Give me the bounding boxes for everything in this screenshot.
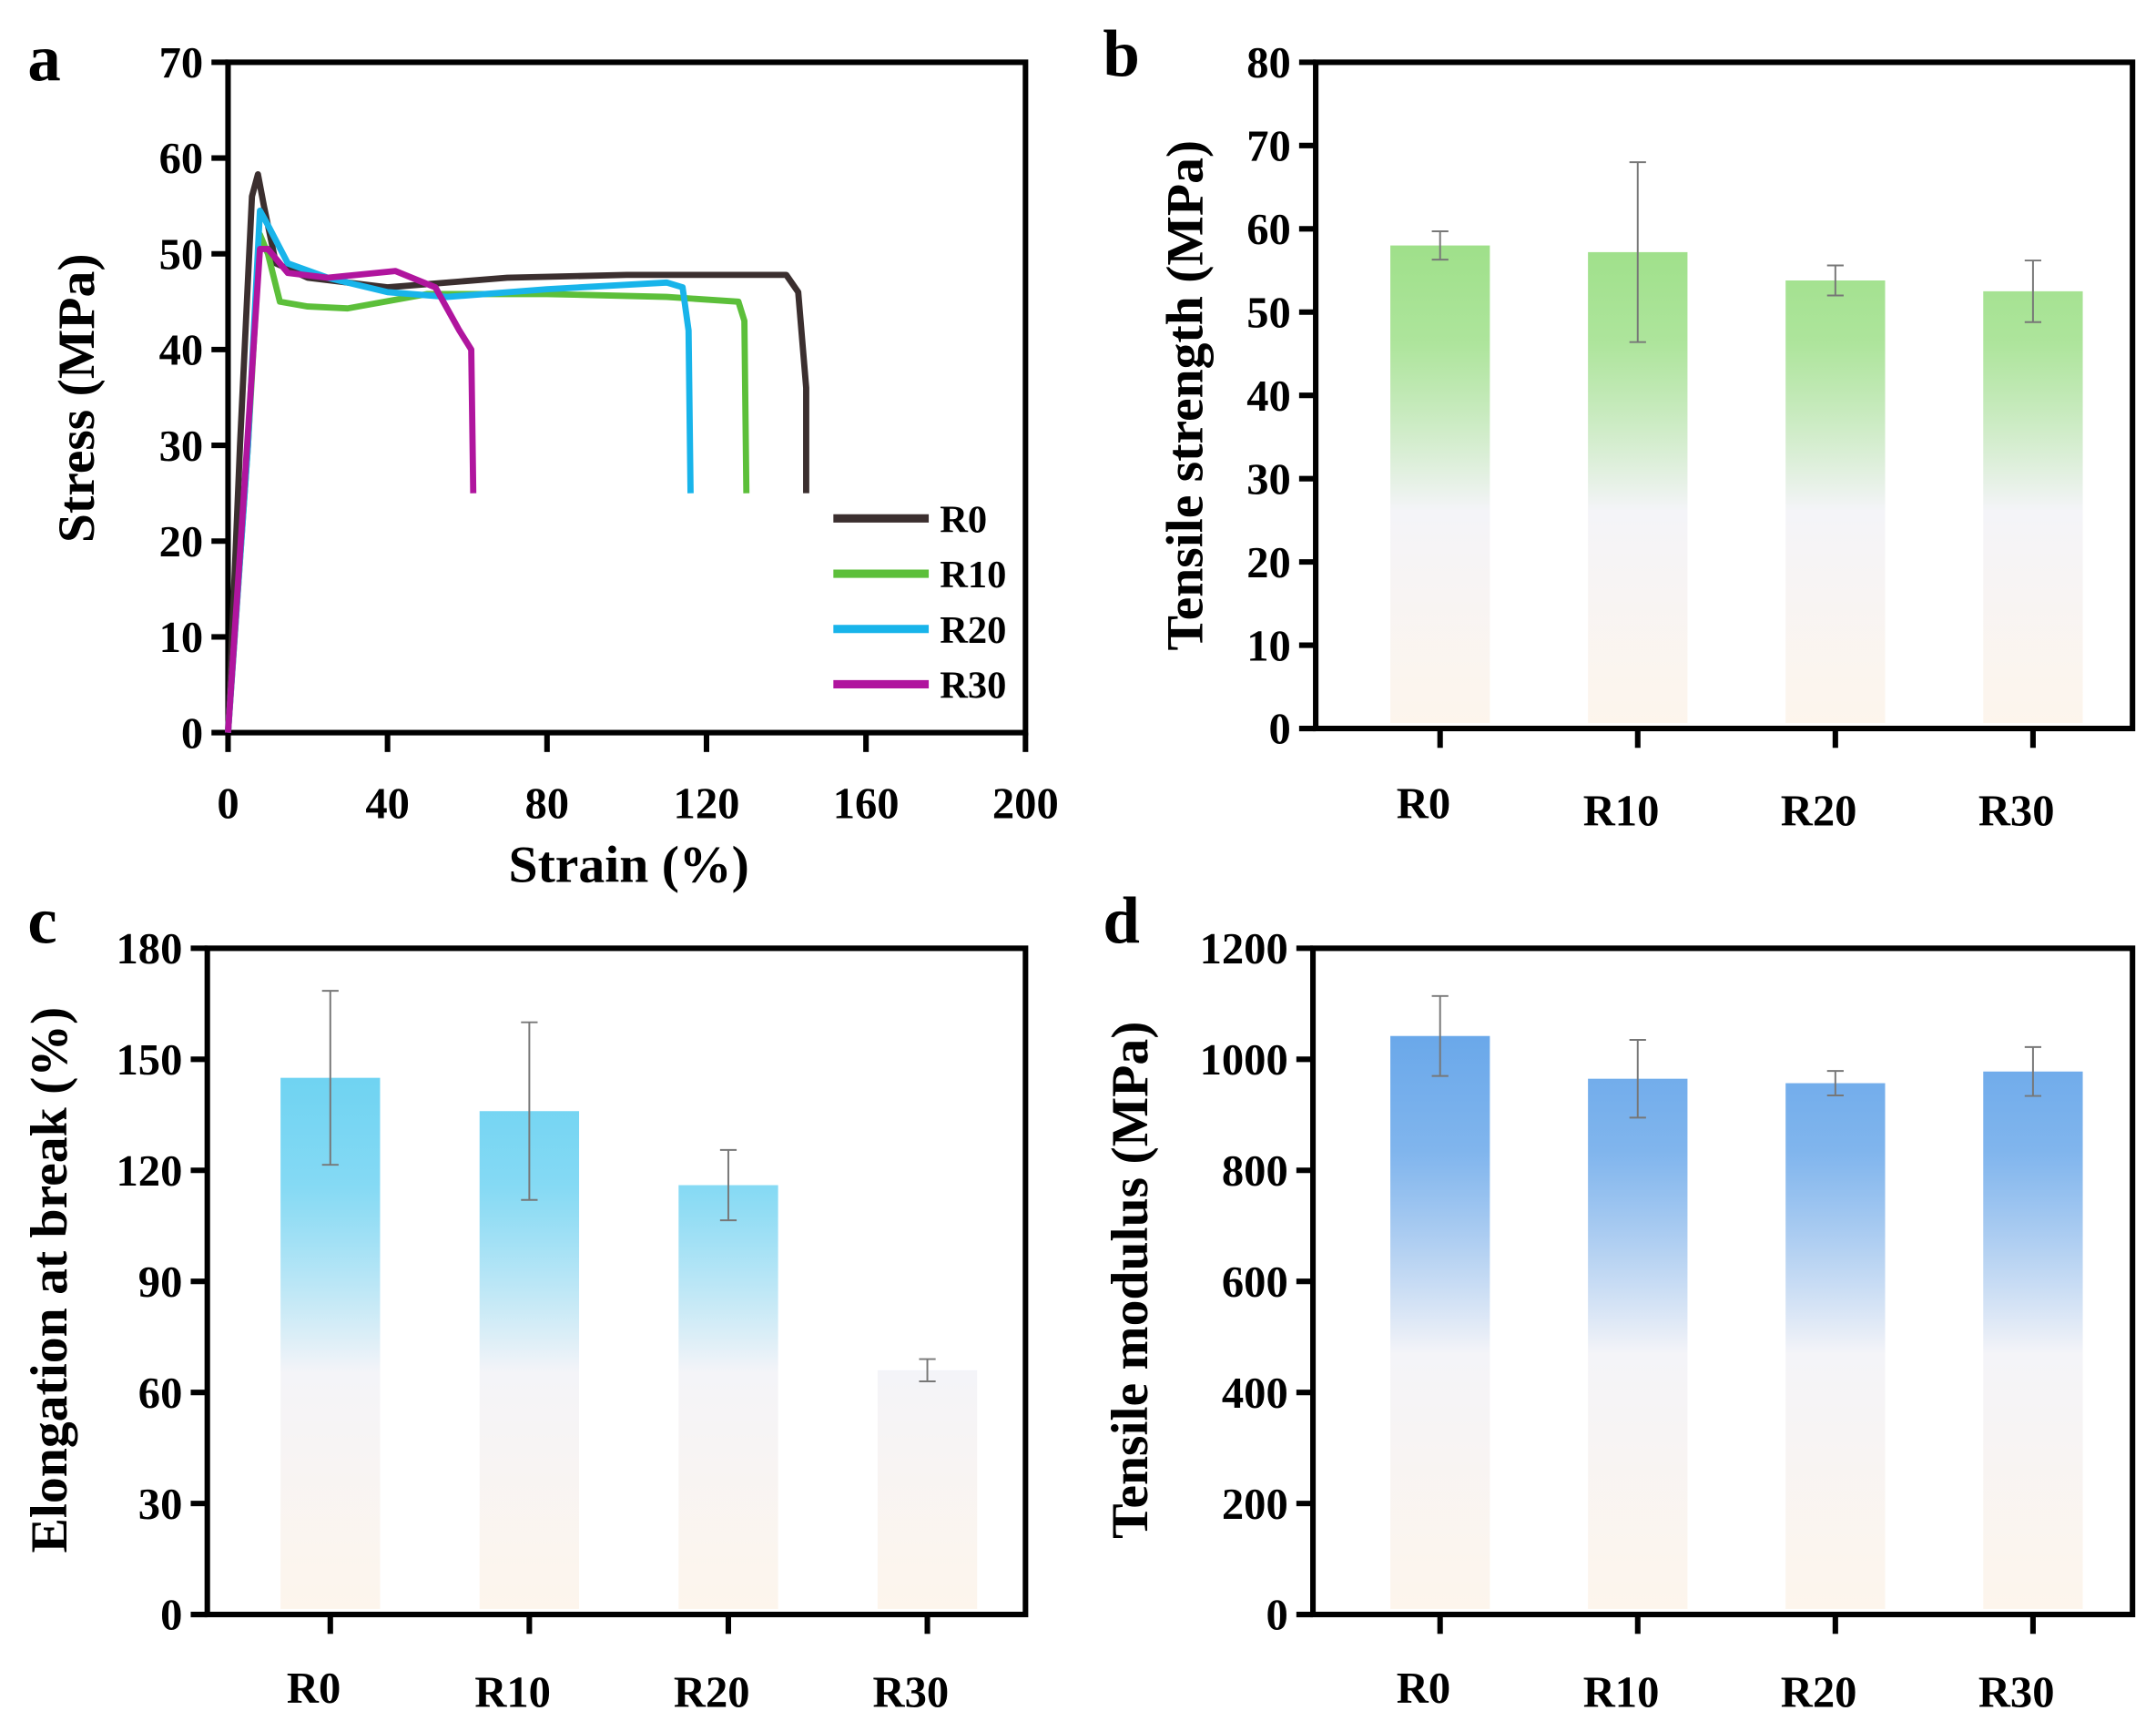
x-tick-label: 80: [525, 779, 570, 829]
panel-label: d: [1103, 883, 1140, 957]
series-line-R0: [225, 171, 809, 733]
y-tick-label: 70: [159, 38, 204, 87]
x-tick-label: R30: [873, 1668, 950, 1717]
bar-R0: [280, 1077, 381, 1609]
y-tick-label: 50: [159, 229, 204, 279]
series-line-R10: [225, 231, 750, 733]
bar-R30: [877, 1370, 978, 1609]
y-tick-label: 40: [159, 326, 204, 375]
panel-a: a 0 10 20 30 40 50 60 70 Stress (MPa) 0 40 80 120 160 2…: [27, 21, 1058, 893]
panel-label: c: [27, 883, 56, 957]
y-tick-label: 90: [138, 1258, 183, 1307]
y-tick-label: 30: [1246, 454, 1291, 504]
y-tick-label: 1000: [1200, 1035, 1288, 1085]
legend-label: R10: [940, 554, 1006, 596]
panel-c: c 0 30 60 90 120 150 180 Elongation at break (%)…: [21, 883, 1029, 1717]
y-tick-label: 0: [160, 1591, 182, 1640]
panel-b: b 0 10 20 30 40 50 60 70 80 Tensile strength (MPa)…: [1103, 17, 2136, 835]
legend-label: R30: [940, 665, 1006, 708]
x-tick-label: R0: [1397, 1664, 1450, 1713]
x-tick-label: R20: [1781, 1668, 1857, 1717]
x-tick-label: 160: [833, 779, 900, 829]
panel-d: d 0 200 400 600 800 1000 1200 Tensile modulus (M…: [1102, 883, 2136, 1717]
series-line-R30: [225, 246, 477, 733]
bar-R20: [678, 1185, 778, 1609]
y-tick-label: 10: [159, 613, 204, 662]
y-tick-label: 50: [1246, 288, 1291, 337]
x-tick-label: R20: [674, 1668, 750, 1717]
bar-R30: [1983, 1071, 2083, 1609]
x-tick-label: R30: [1978, 786, 2055, 835]
y-tick-label: 0: [1266, 1591, 1287, 1640]
y-tick-label: 600: [1222, 1258, 1288, 1307]
bar-R20: [1785, 280, 1886, 723]
y-tick-label: 30: [138, 1480, 183, 1529]
x-tick-label: 120: [674, 779, 740, 829]
x-tick-label: 0: [217, 779, 239, 829]
axes-frame: [225, 59, 1029, 736]
y-axis-label: Elongation at break (%): [21, 1007, 78, 1553]
bar-R10: [1588, 1078, 1688, 1609]
y-tick-label: 200: [1222, 1480, 1288, 1529]
y-tick-label: 80: [1246, 38, 1291, 87]
legend-label: R0: [940, 498, 987, 541]
y-tick-label: 60: [1246, 205, 1291, 254]
y-tick-label: 120: [117, 1146, 183, 1196]
x-tick-label: R0: [1397, 779, 1450, 829]
x-tick-label: R30: [1978, 1668, 2055, 1717]
bar-R0: [1390, 245, 1490, 723]
y-tick-label: 70: [1246, 122, 1291, 171]
y-tick-label: 30: [159, 422, 204, 471]
x-tick-label: R0: [287, 1664, 341, 1713]
y-tick-label: 20: [159, 517, 204, 566]
bar-R0: [1390, 1035, 1490, 1609]
y-tick-label: 400: [1222, 1369, 1288, 1418]
bar-R20: [1785, 1083, 1886, 1609]
x-axis-label: Strain (%): [509, 837, 749, 894]
y-tick-label: 1200: [1200, 924, 1288, 973]
x-tick-label: 40: [365, 779, 410, 829]
y-tick-label: 60: [159, 134, 204, 183]
x-tick-label: R20: [1781, 786, 1857, 835]
panel-label: b: [1103, 17, 1140, 91]
y-axis-label: Tensile strength (MPa): [1157, 140, 1215, 651]
y-tick-label: 10: [1246, 621, 1291, 670]
x-tick-label: R10: [1583, 1668, 1660, 1717]
y-axis-label: Stress (MPa): [48, 253, 106, 543]
x-tick-label: R10: [474, 1668, 551, 1717]
series-line-R20: [225, 207, 694, 733]
x-tick-label: R10: [1583, 786, 1660, 835]
y-tick-label: 60: [138, 1369, 183, 1418]
panel-label: a: [27, 21, 60, 95]
y-tick-label: 40: [1246, 372, 1291, 421]
y-tick-label: 150: [117, 1035, 183, 1085]
y-tick-label: 800: [1222, 1146, 1288, 1196]
y-tick-label: 20: [1246, 538, 1291, 587]
y-tick-label: 180: [117, 924, 183, 973]
y-tick-label: 0: [181, 708, 203, 758]
y-tick-label: 0: [1268, 705, 1290, 754]
legend-label: R20: [940, 609, 1006, 652]
y-axis-label: Tensile modulus (MPa): [1102, 1022, 1159, 1539]
x-tick-label: 200: [992, 779, 1059, 829]
bar-R30: [1983, 290, 2083, 723]
